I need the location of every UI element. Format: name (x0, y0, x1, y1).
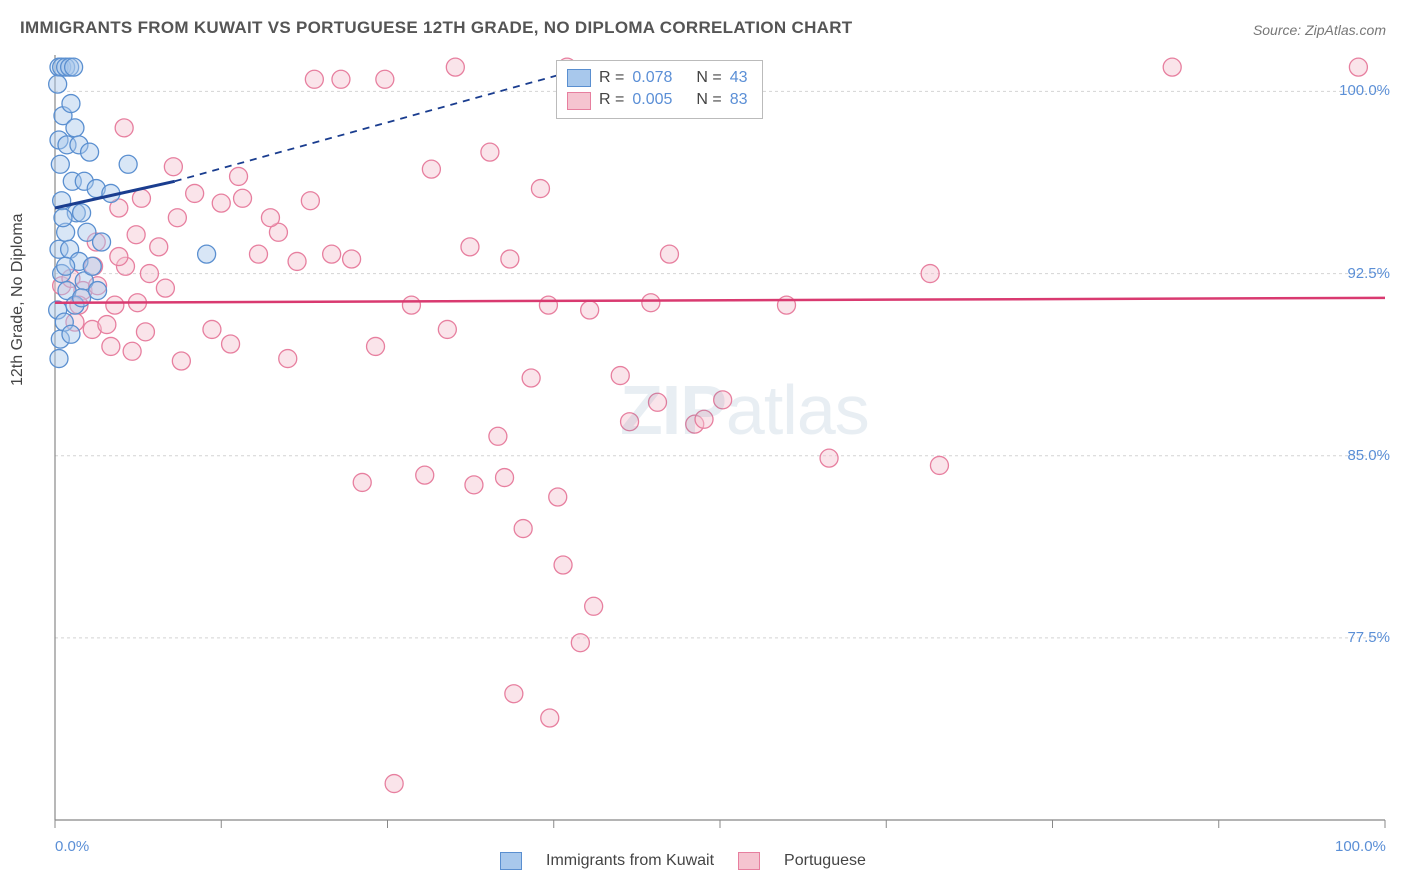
legend-swatch-portuguese (738, 852, 760, 870)
stats-row-portuguese: R = 0.005 N = 83 (567, 89, 748, 111)
swatch-kuwait (567, 69, 591, 87)
legend-swatch-kuwait (500, 852, 522, 870)
x-tick-label: 100.0% (1335, 838, 1386, 855)
legend-label-portuguese: Portuguese (784, 852, 866, 870)
y-tick-label: 77.5% (1347, 629, 1390, 646)
swatch-portuguese (567, 92, 591, 110)
y-tick-label: 100.0% (1339, 82, 1390, 99)
stats-legend: R = 0.078 N = 43 R = 0.005 N = 83 (556, 60, 763, 119)
plot-svg (0, 0, 1406, 892)
x-tick-label: 0.0% (55, 838, 89, 855)
legend-label-kuwait: Immigrants from Kuwait (546, 852, 714, 870)
stats-row-kuwait: R = 0.078 N = 43 (567, 67, 748, 89)
series-legend: Immigrants from Kuwait Portuguese (500, 852, 866, 870)
y-tick-label: 92.5% (1347, 265, 1390, 282)
y-tick-label: 85.0% (1347, 447, 1390, 464)
correlation-chart: IMMIGRANTS FROM KUWAIT VS PORTUGUESE 12T… (0, 0, 1406, 892)
